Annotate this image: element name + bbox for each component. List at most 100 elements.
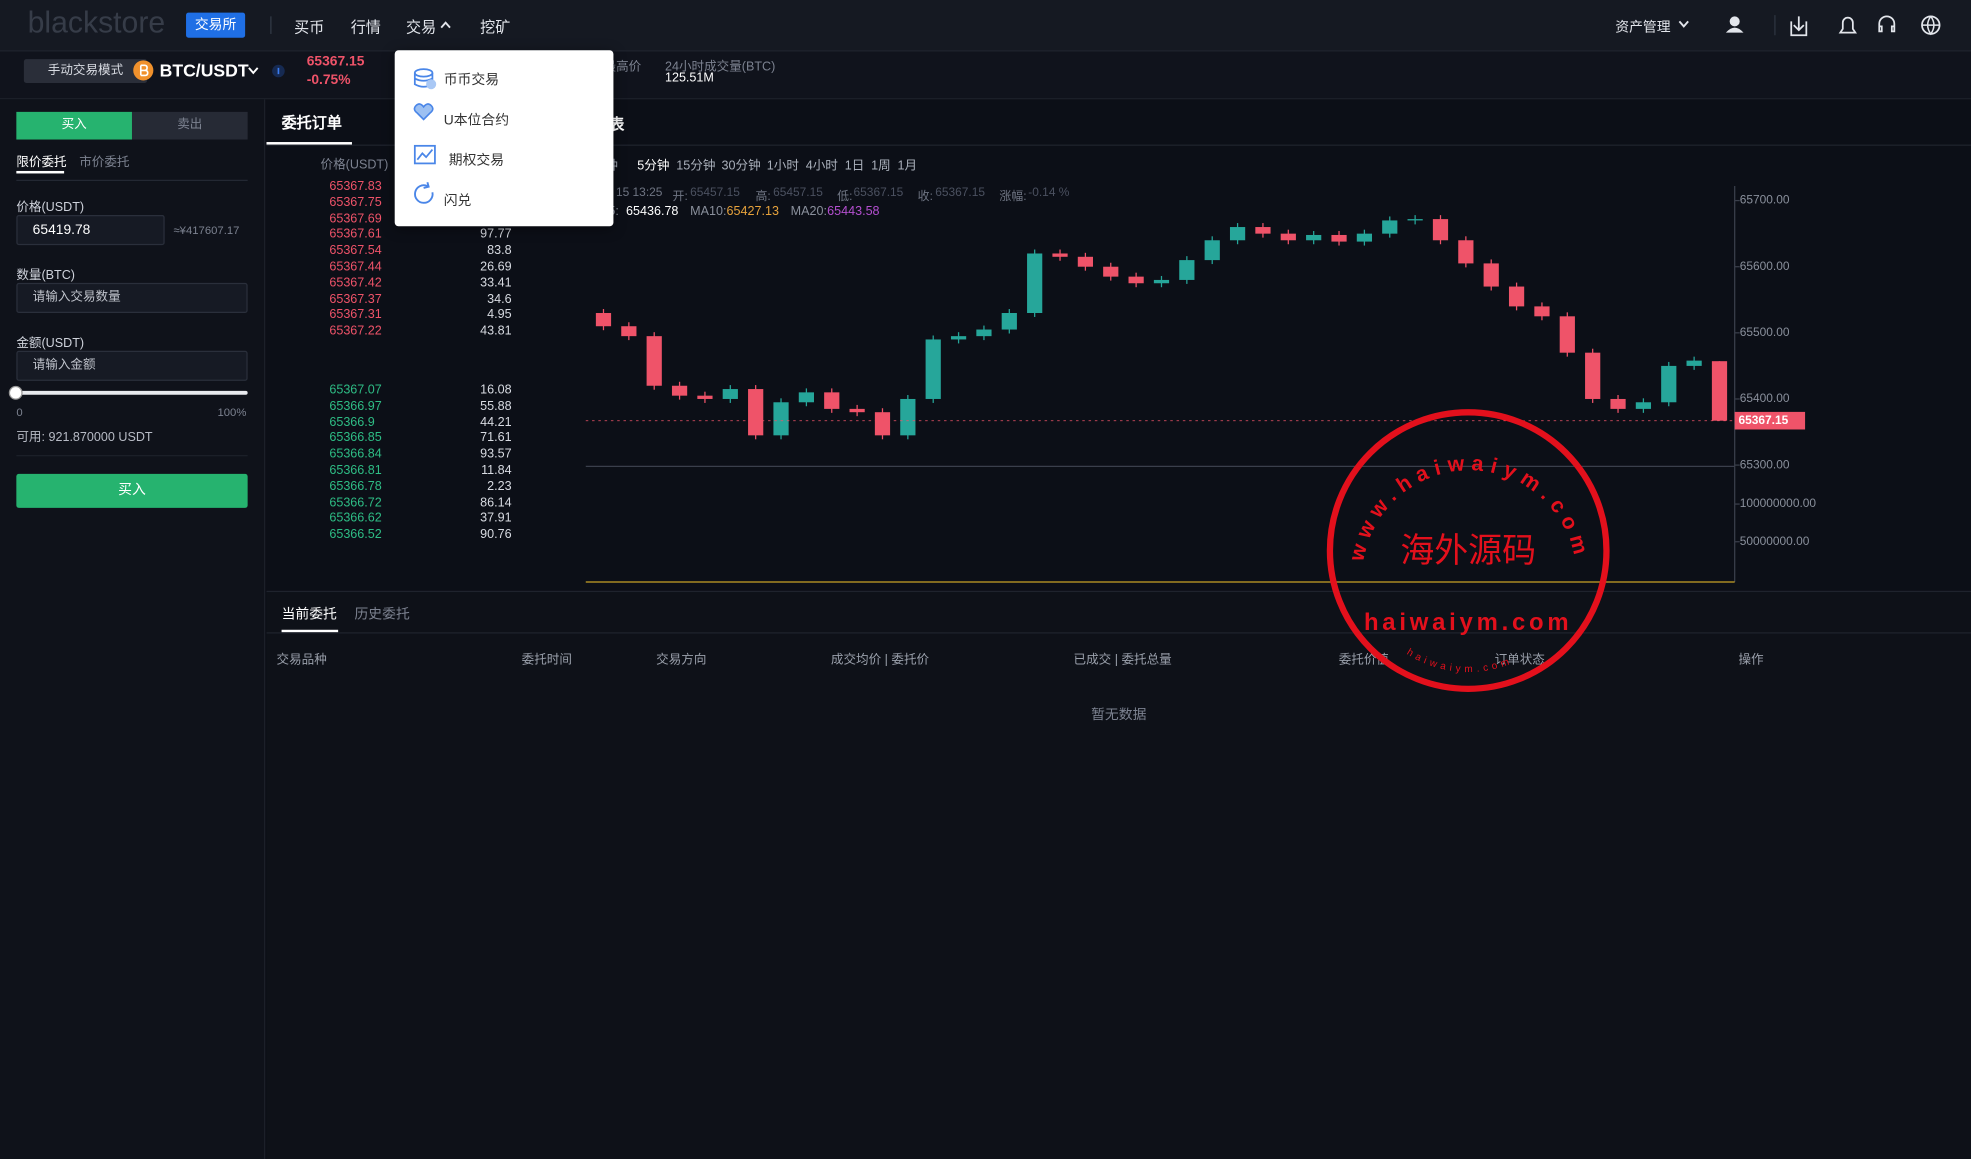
ohlc-info: -0.14 % — [1028, 186, 1070, 200]
orders-panel — [266, 590, 1971, 1159]
candle-body — [748, 389, 764, 436]
book-price: 65366.84 — [329, 447, 382, 462]
sell-tab[interactable]: 卖出 — [131, 111, 248, 140]
candle-body — [1686, 360, 1702, 366]
candle-body — [798, 392, 815, 403]
nav-link[interactable]: 行情 — [350, 18, 381, 37]
candle-body — [1610, 398, 1626, 409]
book-price: 65366.62 — [329, 512, 382, 526]
dropdown-item[interactable]: 闪兑 — [443, 193, 472, 209]
volume-value: 125.51M — [664, 71, 714, 86]
column-header: 订单状态 — [1494, 653, 1545, 668]
candle-body — [976, 329, 992, 337]
ma-value: 65427.13 — [726, 204, 779, 219]
interval[interactable]: 4小时 — [805, 159, 838, 174]
dropdown-item[interactable]: U本位合约 — [443, 113, 510, 129]
candle-body — [1407, 219, 1423, 221]
candle-body — [1458, 240, 1474, 264]
orderbook-tab[interactable]: 委托订单 — [281, 114, 342, 132]
book-price: 65366.81 — [329, 463, 382, 478]
candle-body — [671, 385, 688, 396]
column-header: 交易品种 — [276, 653, 327, 668]
nav-link[interactable]: 交易 — [406, 18, 437, 37]
book-amount: 26.69 — [480, 260, 512, 275]
interval[interactable]: 1周 — [871, 159, 891, 174]
pair: BTC/USDT — [159, 60, 249, 81]
ohlc-info: 开: — [672, 189, 688, 204]
ticker-bar — [0, 51, 1971, 100]
book-price: 65366.72 — [329, 496, 382, 510]
interval[interactable]: 30分钟 — [721, 159, 761, 174]
interval[interactable]: 5分钟 — [637, 159, 670, 174]
candle-body — [900, 398, 916, 436]
ohlc-info: 涨幅: — [999, 189, 1027, 204]
info-icon — [272, 64, 285, 78]
total-input[interactable]: 请输入金额 — [16, 350, 248, 381]
tab-underline — [16, 170, 65, 174]
column-header: 成交均价 | 委托价 — [830, 653, 930, 668]
price-cny: ≈¥417607.17 — [173, 223, 240, 237]
nav-link[interactable]: 挖矿 — [480, 18, 511, 37]
amount-label: 数量(BTC) — [16, 269, 76, 283]
candle-body — [1382, 220, 1398, 234]
divider — [16, 179, 248, 182]
price-input[interactable]: 65419.78 — [16, 214, 165, 246]
book-price: 65367.69 — [329, 211, 382, 226]
ohlc-info: 65367.15 — [853, 186, 904, 200]
nav-link[interactable]: 买币 — [294, 18, 325, 37]
price-change: -0.75% — [306, 72, 351, 88]
mode-button[interactable]: 手动交易模式 — [23, 59, 148, 83]
submit-button[interactable]: 买入 — [16, 473, 248, 508]
book-amount: 43.81 — [480, 324, 512, 339]
book-amount: 93.57 — [480, 447, 512, 462]
amount-input[interactable]: 请输入交易数量 — [16, 282, 248, 313]
candle-body — [1204, 240, 1220, 261]
buy-tab[interactable]: 买入 — [16, 111, 132, 140]
btc-icon — [133, 60, 154, 81]
candle-body — [595, 313, 612, 327]
book-price: 65367.61 — [329, 228, 382, 242]
interval[interactable]: 1日 — [844, 159, 865, 174]
candle-body — [1103, 266, 1119, 277]
orders-tab[interactable]: 历史委托 — [354, 607, 410, 623]
book-price: 65367.54 — [329, 244, 382, 258]
book-amount: 16.08 — [480, 383, 512, 398]
book-price: 65366.97 — [329, 399, 382, 414]
candle-body — [1585, 352, 1601, 399]
slider-track — [16, 390, 248, 395]
y-tick-label: 65600.00 — [1740, 259, 1790, 273]
interval[interactable]: 1月 — [897, 159, 918, 174]
y-tick-label: 65300.00 — [1740, 457, 1790, 471]
candle-body — [1077, 256, 1094, 267]
interval[interactable]: 1小时 — [766, 159, 799, 174]
dropdown-item[interactable]: 期权交易 — [448, 153, 505, 169]
candle-body — [1508, 286, 1525, 307]
column-header: 已成交 | 委托总量 — [1073, 653, 1172, 668]
orders-tab[interactable]: 当前委托 — [281, 607, 337, 623]
book-amount: 34.6 — [487, 292, 512, 307]
divider — [16, 455, 248, 457]
ma-value: 65443.58 — [827, 204, 880, 219]
interval[interactable]: 15分钟 — [676, 159, 716, 174]
asset-menu[interactable]: 资产管理 — [1615, 20, 1671, 36]
candle-body — [1559, 316, 1575, 353]
book-amount: 33.41 — [480, 276, 512, 291]
logo: blackstore — [27, 6, 166, 41]
candle-body — [722, 389, 738, 399]
dropdown-item[interactable]: 币币交易 — [443, 72, 500, 88]
ohlc-info: 低: — [837, 189, 853, 204]
candle-body — [1635, 402, 1652, 409]
candle-body — [1229, 227, 1246, 241]
slider-knob[interactable] — [8, 385, 23, 400]
candle-body — [1128, 276, 1144, 284]
exchange-button[interactable]: 交易所 — [186, 12, 246, 38]
empty-state: 暂无数据 — [1091, 707, 1147, 723]
book-price: 65366.85 — [329, 431, 382, 446]
book-price: 65367.07 — [329, 383, 382, 398]
candle-body — [1027, 253, 1043, 314]
market-tab[interactable]: 市价委托 — [79, 155, 130, 170]
limit-tab[interactable]: 限价委托 — [16, 155, 67, 170]
candle-body — [773, 402, 789, 436]
ohlc-info: 65367.15 — [935, 186, 986, 200]
